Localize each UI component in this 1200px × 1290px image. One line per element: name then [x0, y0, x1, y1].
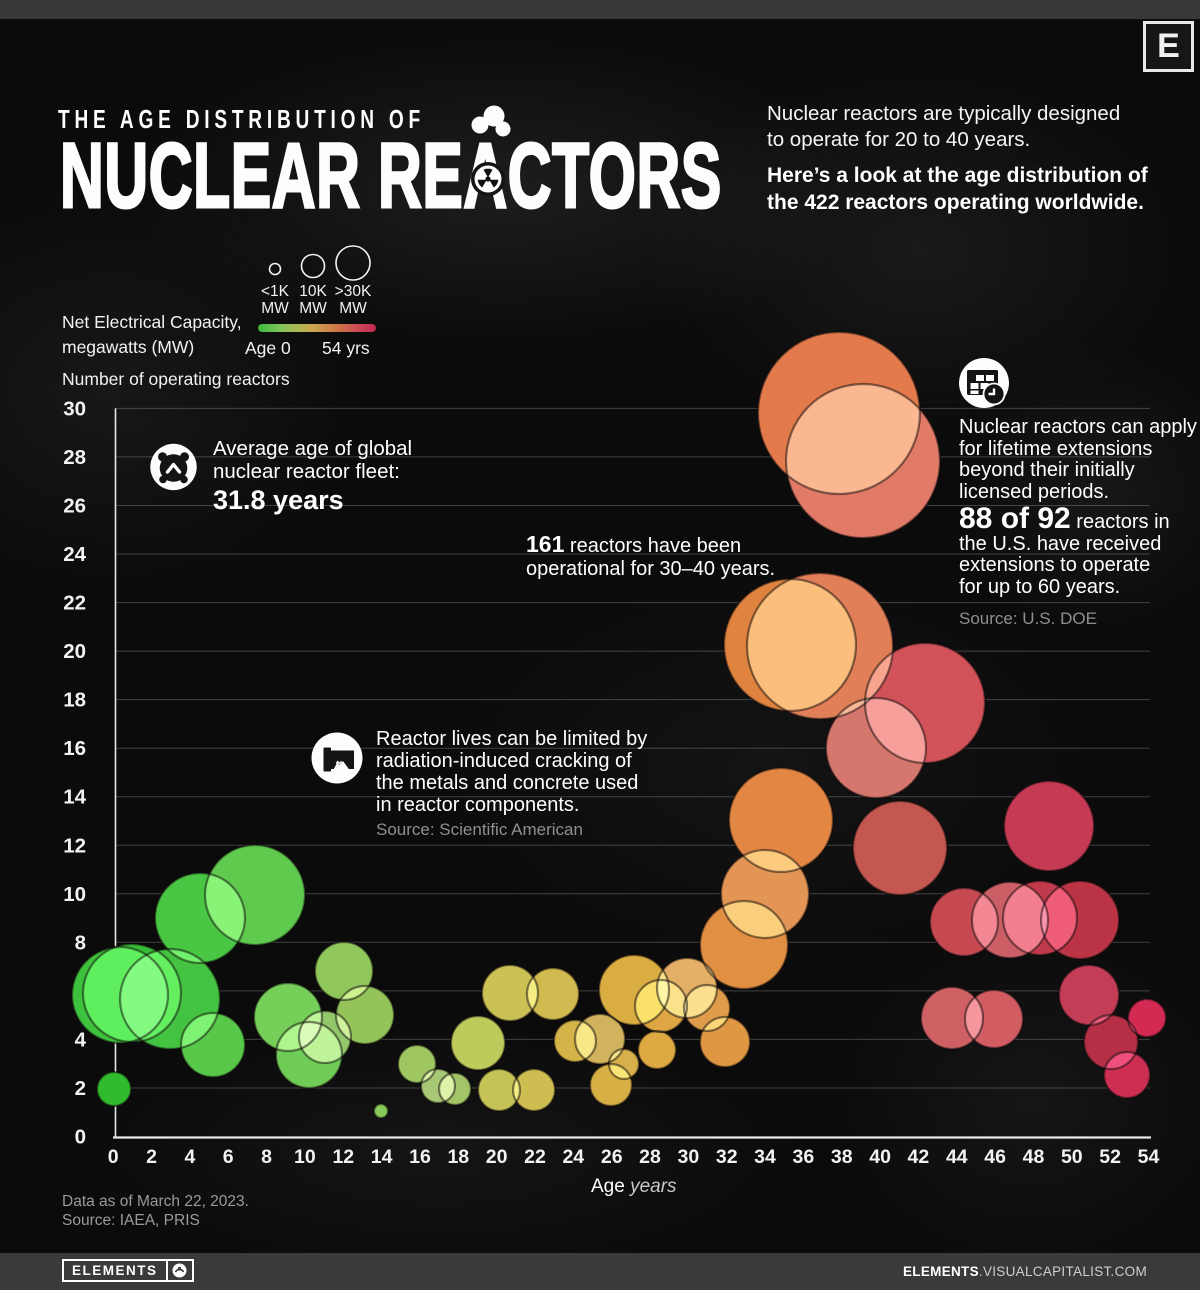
svg-text:52: 52 — [1099, 1146, 1121, 1168]
svg-text:48: 48 — [1023, 1146, 1045, 1168]
svg-text:8: 8 — [75, 931, 86, 954]
svg-text:12: 12 — [63, 834, 86, 857]
svg-text:28: 28 — [63, 446, 86, 469]
svg-text:18: 18 — [63, 689, 86, 712]
svg-text:2: 2 — [146, 1146, 157, 1168]
svg-text:22: 22 — [524, 1146, 546, 1168]
svg-text:14: 14 — [63, 786, 86, 809]
svg-text:42: 42 — [908, 1146, 930, 1168]
svg-text:2: 2 — [75, 1077, 86, 1100]
svg-text:44: 44 — [946, 1146, 968, 1168]
svg-text:46: 46 — [984, 1146, 1006, 1168]
svg-text:32: 32 — [716, 1146, 738, 1168]
svg-text:12: 12 — [332, 1146, 354, 1168]
svg-text:24: 24 — [562, 1146, 584, 1168]
svg-text:0: 0 — [108, 1146, 119, 1168]
svg-text:40: 40 — [869, 1146, 891, 1168]
svg-text:26: 26 — [63, 495, 86, 518]
svg-text:10: 10 — [63, 883, 86, 906]
svg-text:8: 8 — [261, 1146, 272, 1168]
svg-text:20: 20 — [486, 1146, 508, 1168]
svg-text:16: 16 — [63, 737, 86, 760]
svg-text:38: 38 — [831, 1146, 853, 1168]
svg-text:54: 54 — [1138, 1146, 1160, 1168]
svg-text:0: 0 — [75, 1126, 86, 1149]
svg-text:4: 4 — [184, 1146, 195, 1168]
svg-text:10: 10 — [294, 1146, 316, 1168]
svg-text:20: 20 — [63, 640, 86, 663]
svg-text:36: 36 — [793, 1146, 815, 1168]
svg-text:16: 16 — [409, 1146, 431, 1168]
svg-text:18: 18 — [447, 1146, 469, 1168]
svg-text:26: 26 — [601, 1146, 623, 1168]
svg-text:14: 14 — [371, 1146, 393, 1168]
svg-text:30: 30 — [678, 1146, 700, 1168]
svg-text:4: 4 — [75, 1028, 87, 1051]
svg-text:34: 34 — [754, 1146, 776, 1168]
svg-text:24: 24 — [63, 543, 86, 566]
svg-text:22: 22 — [63, 592, 86, 615]
svg-text:28: 28 — [639, 1146, 661, 1168]
svg-text:6: 6 — [223, 1146, 234, 1168]
svg-text:30: 30 — [63, 397, 86, 420]
svg-text:50: 50 — [1061, 1146, 1083, 1168]
